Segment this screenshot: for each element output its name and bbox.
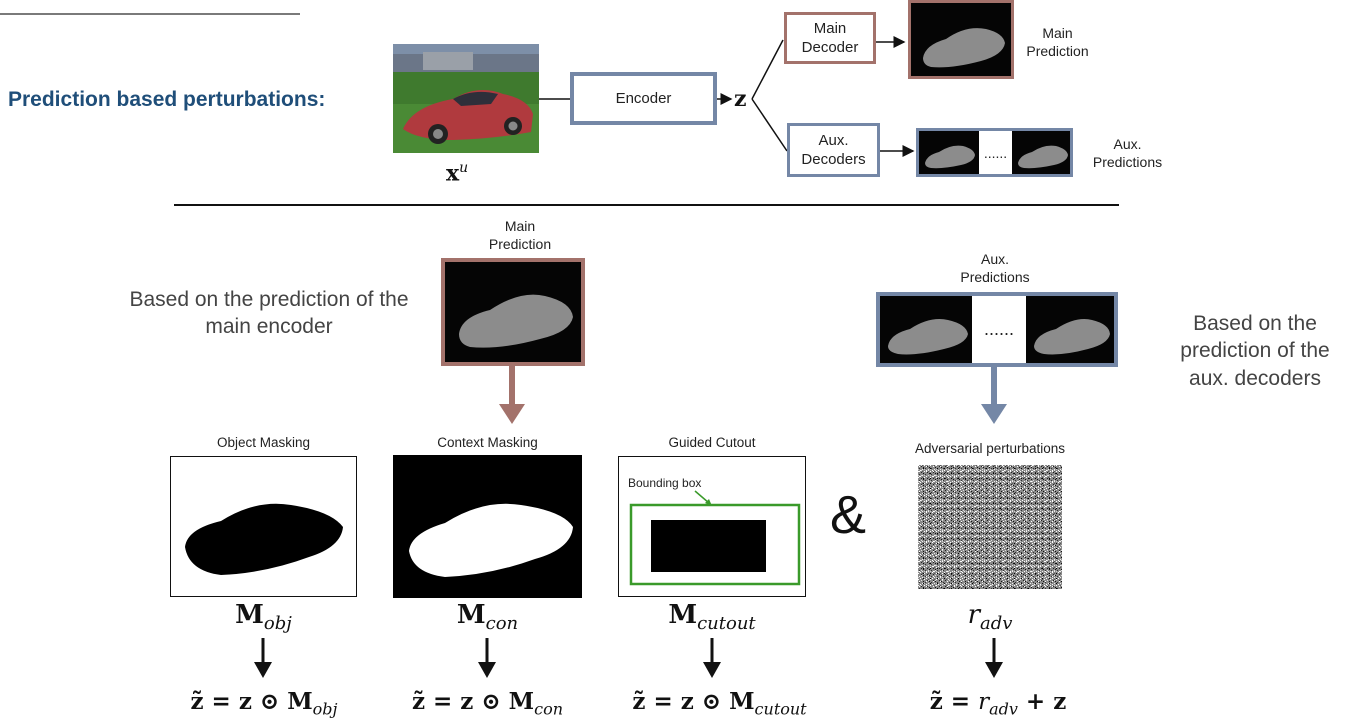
top-rule: [0, 13, 300, 15]
section-divider: [174, 204, 1119, 206]
formula-cutout: z̃ = z ⊙ Mcutout: [632, 688, 807, 719]
panel-title-object-masking: Object Masking: [216, 435, 311, 450]
formula-arrows: [254, 638, 1003, 678]
panel-title-adversarial: Adversarial perturbations: [914, 441, 1066, 456]
mask-label-cutout: Mcutout: [668, 600, 756, 635]
adversarial-noise-panel: [918, 465, 1062, 589]
encoder-label: Encoder: [615, 90, 672, 107]
aux-predictions-label: Aux. Predictions: [1092, 136, 1163, 171]
aux-ellipsis: ......: [983, 144, 1008, 161]
aux-predictions-strip: ......: [916, 128, 1073, 177]
main-decoder-label: Main Decoder: [801, 19, 859, 57]
bottom-aux-ellipsis: ......: [983, 319, 1014, 339]
aux-prediction-image: [919, 131, 979, 174]
context-masking-panel: [393, 455, 582, 598]
top-connectors: [539, 36, 915, 157]
z-label: z: [734, 86, 747, 112]
formula-obj: z̃ = z ⊙ Mobj: [190, 688, 338, 719]
aux-decoders-box: Aux. Decoders: [787, 123, 880, 177]
formula-con: z̃ = z ⊙ Mcon: [411, 688, 564, 719]
input-label: xu: [446, 160, 469, 187]
bottom-main-prediction-label: Main Prediction: [488, 218, 552, 253]
encoder-box: Encoder: [570, 72, 717, 125]
main-decoder-box: Main Decoder: [784, 12, 876, 64]
main-prediction-label: Main Prediction: [1026, 25, 1089, 60]
panel-title-context-masking: Context Masking: [437, 435, 538, 450]
object-masking-panel: [170, 456, 357, 597]
bottom-main-prediction-image: [441, 258, 585, 366]
bounding-box-label: Bounding box: [628, 476, 702, 490]
main-prediction-image: [908, 0, 1014, 79]
bottom-aux-prediction-image: [880, 296, 972, 363]
mask-label-obj: Mobj: [235, 600, 292, 635]
formula-adv: z̃ = radv + z: [929, 688, 1067, 719]
branch-arrows: [499, 366, 1007, 424]
aux-prediction-image: [1012, 131, 1070, 174]
aux-decoders-label: Aux. Decoders: [801, 131, 866, 169]
left-note: Based on the prediction of the main enco…: [129, 288, 409, 339]
section-title: Prediction based perturbations:: [8, 88, 326, 111]
right-note: Based on the prediction of the aux. deco…: [1180, 312, 1330, 390]
mask-label-adv: radv: [967, 600, 1013, 635]
bottom-aux-predictions-label: Aux. Predictions: [960, 251, 1030, 286]
mask-label-con: Mcon: [456, 600, 519, 635]
bottom-aux-prediction-image: [1026, 296, 1114, 363]
panel-title-guided-cutout: Guided Cutout: [668, 435, 756, 450]
guided-cutout-panel: Bounding box: [618, 456, 806, 597]
bottom-aux-predictions-strip: ......: [876, 292, 1118, 367]
input-image: [393, 44, 539, 153]
ampersand: &: [830, 485, 867, 545]
